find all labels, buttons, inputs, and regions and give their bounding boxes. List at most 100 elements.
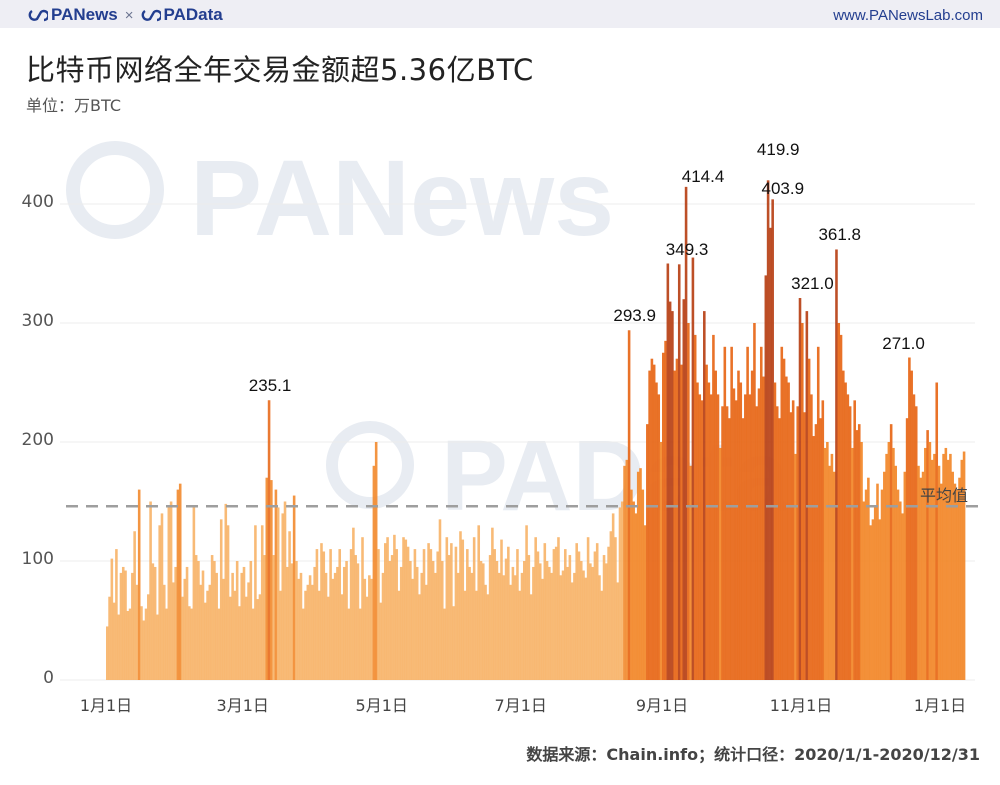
bar: [778, 418, 781, 680]
bar: [746, 346, 749, 680]
bar: [700, 400, 704, 680]
bar: [764, 275, 768, 680]
bar: [222, 578, 225, 680]
bar: [641, 489, 645, 680]
bar: [160, 513, 164, 680]
bar: [949, 453, 952, 680]
data-label: 293.9: [613, 306, 656, 326]
bar: [270, 480, 273, 680]
bar: [331, 578, 335, 680]
x-tick-label: 5月1日: [355, 696, 408, 715]
bar: [472, 537, 476, 680]
bar: [554, 546, 558, 680]
bar: [121, 566, 125, 680]
bar: [548, 566, 551, 680]
bar: [399, 566, 403, 680]
bar: [611, 513, 615, 680]
bar: [352, 527, 355, 680]
bar: [586, 537, 590, 680]
bar: [545, 561, 549, 680]
bar: [431, 561, 435, 680]
bar: [286, 566, 289, 680]
bar: [962, 451, 966, 680]
bar: [857, 424, 861, 680]
bar: [231, 572, 234, 680]
bar: [272, 555, 275, 680]
bar: [605, 563, 608, 680]
bar: [914, 406, 918, 680]
y-tick-label: 100: [21, 549, 54, 569]
bar: [862, 501, 866, 680]
bar: [368, 575, 371, 680]
bar: [871, 519, 875, 680]
bar: [354, 555, 357, 680]
bar: [440, 561, 444, 680]
bar: [162, 584, 166, 680]
bar: [281, 513, 285, 680]
bar: [732, 388, 736, 680]
bar: [889, 424, 893, 680]
bar: [422, 549, 426, 680]
website-link[interactable]: www.PANewsLab.com: [833, 7, 983, 24]
bar: [365, 596, 369, 680]
chart-unit: 单位：万BTC: [26, 96, 121, 115]
bar: [265, 477, 269, 680]
bar: [370, 578, 373, 680]
bar: [636, 471, 640, 680]
bar: [566, 566, 569, 680]
bar: [438, 519, 442, 680]
bar: [313, 566, 316, 680]
bar: [254, 525, 257, 680]
bar: [598, 575, 601, 680]
bar: [926, 430, 929, 680]
bar: [677, 264, 681, 680]
bar: [616, 582, 620, 680]
bar: [206, 590, 209, 680]
brand-panews: PANews: [51, 5, 118, 24]
bar: [418, 594, 421, 680]
bar: [643, 525, 647, 680]
bar: [167, 507, 171, 680]
bar: [887, 442, 891, 680]
bar: [721, 406, 724, 680]
bar: [119, 572, 123, 680]
bar: [188, 606, 191, 680]
bar: [153, 566, 157, 680]
bar: [709, 394, 713, 680]
bar: [839, 334, 843, 680]
bar: [240, 572, 244, 680]
bar: [384, 543, 387, 680]
bar: [283, 501, 287, 680]
bar: [327, 596, 330, 680]
data-label: 414.4: [681, 166, 725, 186]
bar: [516, 549, 519, 680]
bar: [769, 227, 772, 681]
bar: [518, 590, 522, 680]
bar: [488, 555, 492, 680]
bar: [946, 459, 950, 680]
bar: [609, 531, 613, 680]
bar: [144, 608, 148, 680]
bar: [274, 489, 278, 680]
x-tick-label: 1月1日: [913, 696, 967, 715]
bar: [646, 424, 649, 680]
bar: [340, 594, 344, 680]
bar: [675, 358, 679, 680]
bar: [443, 608, 446, 680]
bar: [958, 477, 961, 680]
bar: [933, 453, 936, 680]
bar: [955, 489, 959, 680]
bar: [819, 418, 822, 680]
bar: [388, 561, 392, 680]
bar: [267, 400, 271, 680]
bar: [306, 584, 310, 680]
chart-title: 比特币网络全年交易金额超5.36亿BTC: [26, 53, 534, 87]
bar: [413, 549, 417, 680]
bar: [853, 400, 856, 680]
bar: [201, 570, 205, 680]
average-line-label: 平均值: [920, 486, 969, 505]
bar: [762, 376, 765, 680]
bar: [210, 555, 214, 680]
bar: [655, 382, 658, 680]
